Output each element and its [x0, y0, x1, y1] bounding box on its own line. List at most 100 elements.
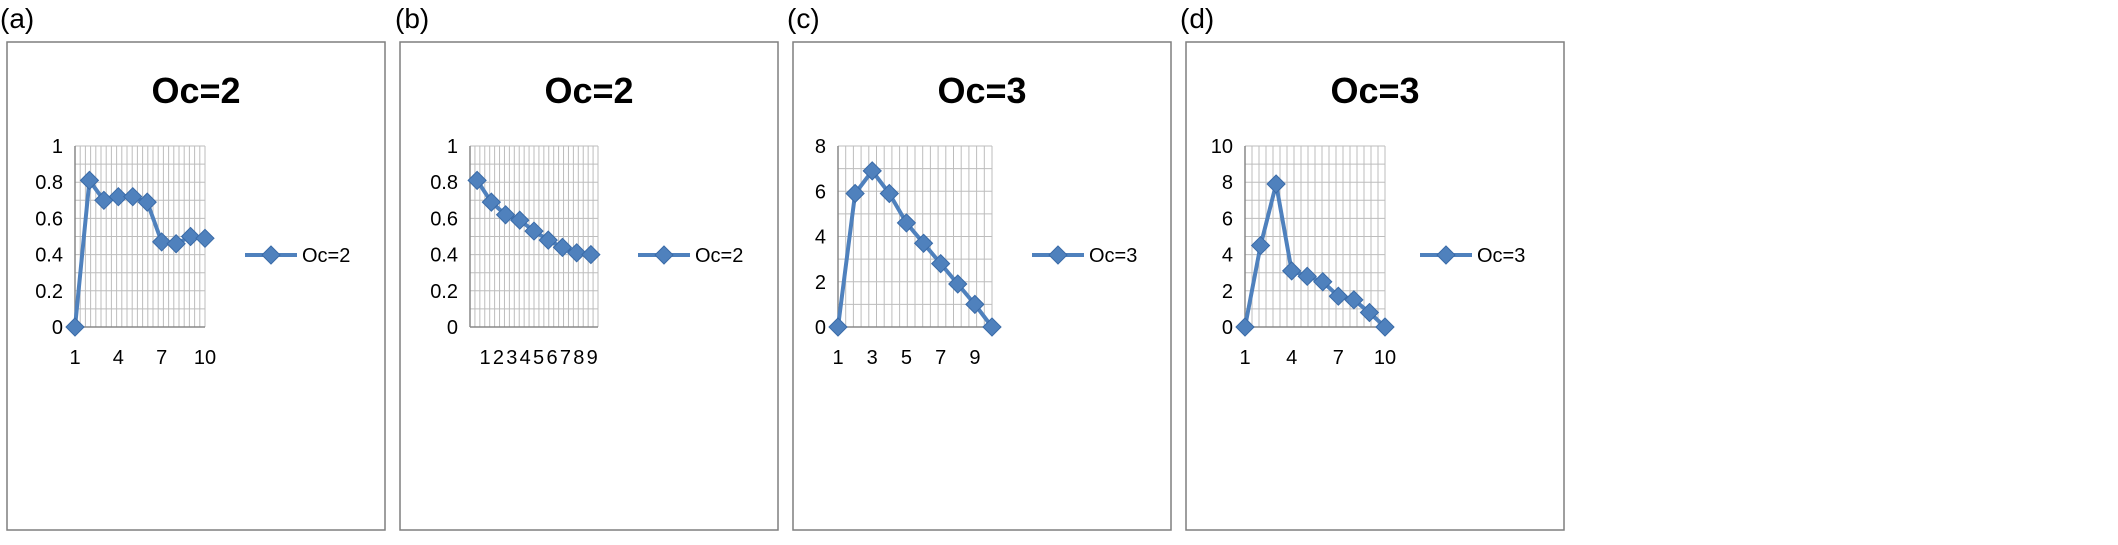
data-point — [1266, 174, 1286, 194]
data-point — [862, 161, 882, 181]
data-point — [510, 210, 530, 230]
y-tick-label: 8 — [815, 136, 826, 158]
chart-title: Oc=2 — [151, 70, 240, 111]
x-tick-label: 9 — [969, 347, 980, 369]
x-tick-label: 7 — [935, 347, 946, 369]
chart-frame — [399, 41, 779, 531]
y-tick-label: 4 — [1222, 245, 1233, 267]
x-tick-label: 10 — [194, 347, 216, 369]
x-tick-label: 7 — [560, 347, 571, 369]
data-point — [65, 317, 85, 337]
data-point — [495, 205, 516, 225]
chart-title: Oc=2 — [544, 70, 633, 111]
y-tick-label: 1 — [447, 136, 458, 158]
legend-marker — [1048, 245, 1068, 265]
data-point — [524, 221, 544, 241]
x-tick-label: 7 — [1333, 347, 1344, 369]
y-tick-label: 8 — [1222, 172, 1233, 194]
chart-frame — [6, 41, 386, 531]
data-point — [948, 274, 968, 294]
y-tick-label: 10 — [1211, 136, 1233, 158]
data-point — [195, 228, 215, 249]
panel-c: (c) Oc=3 0 2 4 6 8 1 3 5 7 9 Oc=3 — [787, 3, 1172, 531]
gridlines — [837, 145, 993, 328]
data-point — [123, 186, 143, 207]
data-point — [1281, 261, 1302, 281]
data-point — [581, 244, 601, 265]
data-point — [166, 234, 186, 254]
y-tick-label: 6 — [1222, 208, 1233, 230]
y-tick-label: 0 — [815, 317, 826, 339]
x-tick-label: 1 — [832, 347, 843, 369]
x-tick-label: 4 — [520, 347, 531, 369]
panel-a: (a) Oc=2 0 0.2 0.4 0.6 0.8 1 1 4 7 10 Oc=2 — [0, 3, 386, 531]
series-line — [1243, 182, 1387, 329]
chart-title: Oc=3 — [1330, 70, 1419, 111]
data-point — [845, 183, 865, 204]
panel-d: (d) Oc=3 0 2 4 6 8 10 1 4 7 10 Oc=3 — [1180, 3, 1565, 531]
panel-label: (a) — [0, 3, 34, 34]
y-tick-label: 2 — [1222, 281, 1233, 303]
data-point — [151, 232, 172, 252]
data-point — [481, 192, 502, 212]
data-point — [930, 253, 951, 274]
x-tick-label: 8 — [573, 347, 584, 369]
chart-frame — [792, 41, 1172, 531]
y-tick-label: 1 — [52, 136, 63, 158]
panel-label: (c) — [787, 3, 820, 34]
x-tick-label: 2 — [493, 347, 504, 369]
x-tick-label: 1 — [69, 347, 80, 369]
y-tick-label: 0.4 — [35, 245, 63, 267]
x-tick-label: 6 — [546, 347, 557, 369]
y-tick-label: 0 — [447, 317, 458, 339]
x-tick-label: 7 — [156, 347, 167, 369]
legend: Oc=2 — [245, 245, 350, 267]
data-point — [828, 317, 848, 337]
y-tick-label: 0.4 — [430, 245, 458, 267]
legend-marker — [1436, 245, 1456, 265]
legend-marker — [261, 245, 281, 265]
legend-label: Oc=3 — [1477, 245, 1525, 267]
data-point — [1359, 302, 1380, 323]
data-point — [896, 213, 917, 233]
x-tick-label: 3 — [867, 347, 878, 369]
data-point — [137, 192, 157, 212]
data-point — [982, 317, 1002, 337]
y-tick-label: 0.2 — [430, 281, 458, 303]
x-tick-label: 4 — [113, 347, 124, 369]
x-tick-label: 1 — [1239, 347, 1250, 369]
data-point — [1328, 286, 1349, 306]
x-tick-label: 3 — [506, 347, 517, 369]
x-tick-label: 5 — [901, 347, 912, 369]
data-point — [1375, 317, 1395, 337]
x-tick-label: 4 — [1286, 347, 1297, 369]
y-tick-label: 6 — [815, 181, 826, 203]
legend: Oc=2 — [638, 245, 743, 267]
x-tick-label: 1 — [479, 347, 490, 369]
series-line — [73, 178, 206, 328]
y-tick-label: 0 — [52, 317, 63, 339]
panel-b: (b)Oc=200.20.40.60.811 2 3 4 5 6 7 8 9Oc=2 — [395, 3, 779, 531]
data-point — [180, 226, 201, 247]
legend-label: Oc=3 — [1089, 245, 1137, 267]
data-point — [566, 243, 587, 263]
data-point — [913, 233, 934, 253]
y-tick-label: 0.2 — [35, 281, 63, 303]
legend: Oc=3 — [1032, 245, 1137, 267]
series-line — [836, 168, 994, 329]
data-point — [1313, 272, 1333, 292]
y-tick-label: 0.6 — [35, 208, 63, 230]
data-point — [467, 170, 487, 191]
y-tick-label: 0.6 — [430, 208, 458, 230]
x-tick-label: 5 — [533, 347, 544, 369]
y-tick-label: 0 — [1222, 317, 1233, 339]
data-point — [79, 170, 100, 191]
legend: Oc=3 — [1420, 245, 1525, 267]
data-point — [879, 183, 900, 204]
data-point — [1235, 317, 1255, 337]
data-point — [538, 230, 558, 250]
data-point — [552, 237, 573, 258]
panel-label: (d) — [1180, 3, 1214, 34]
y-tick-label: 0.8 — [35, 172, 63, 194]
